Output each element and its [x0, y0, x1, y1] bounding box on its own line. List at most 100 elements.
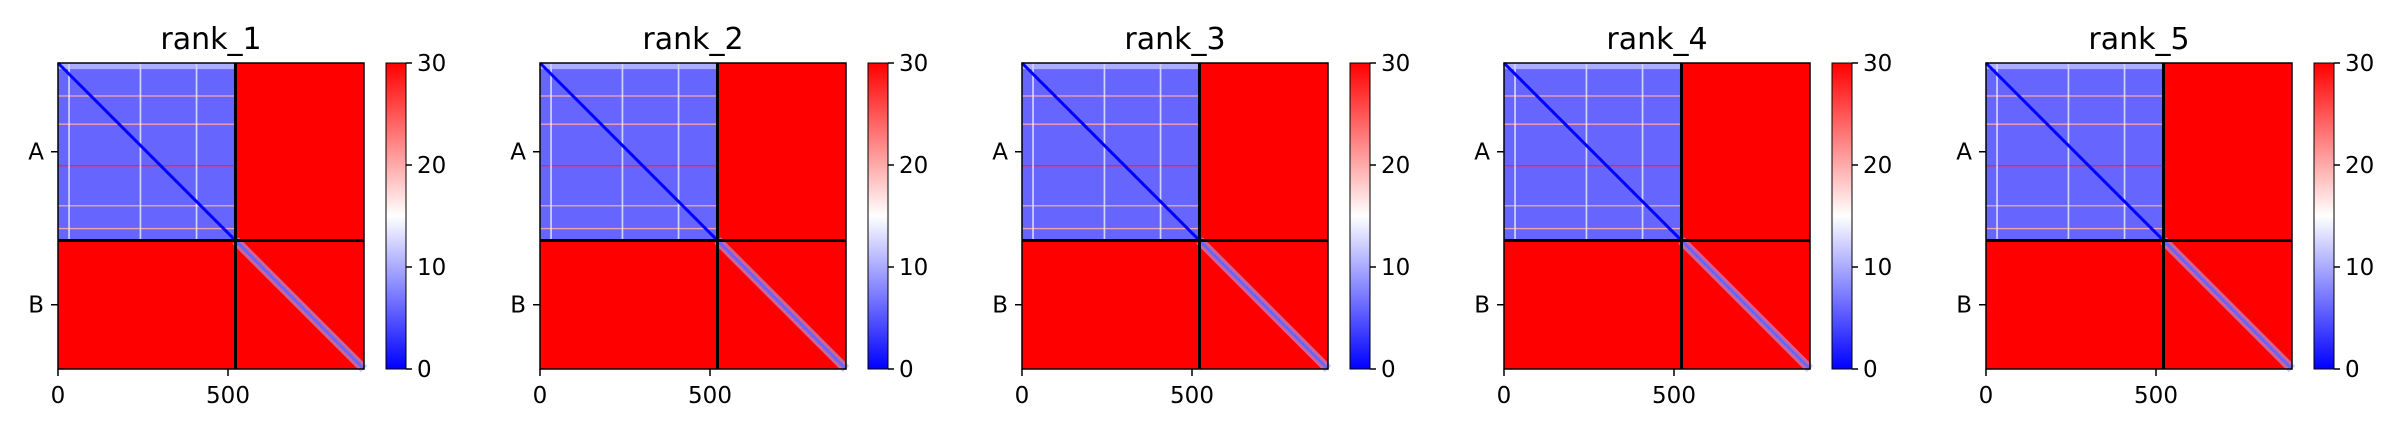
- panel-title: rank_3: [1124, 22, 1225, 57]
- heatmap-stripe: [58, 63, 236, 70]
- colorbar-tick-label: 10: [2345, 255, 2374, 281]
- y-tick-label: B: [1956, 293, 1972, 319]
- colorbar: [1350, 63, 1370, 369]
- heatmap-stripe: [58, 95, 236, 97]
- heatmap-stripe: [139, 63, 142, 241]
- heatmap-stripe: [58, 205, 236, 207]
- colorbar-tick-label: 30: [417, 51, 446, 77]
- colorbar-tick-label: 20: [417, 153, 446, 179]
- heatmap-stripe: [1514, 63, 1516, 241]
- panels: rank_1 0 500 A B 0 10 20 30 rank_2 0 500 A B 0 10 20 30 ra…: [28, 22, 2374, 409]
- colorbar: [386, 63, 406, 369]
- heatmap-stripe: [540, 227, 718, 230]
- heatmap-diagonal-band: [1678, 237, 1814, 373]
- colorbar-frame: [1349, 62, 1371, 370]
- heatmap-stripe: [1504, 63, 1682, 70]
- panel-4: rank_4 0 500 A B 0 10 20 30: [1474, 22, 1892, 409]
- y-tick-label: B: [28, 293, 44, 319]
- y-tick-label: B: [510, 293, 526, 319]
- colorbar-tick-label: 20: [1863, 153, 1892, 179]
- heatmap-diagonal-band: [2160, 237, 2296, 373]
- heatmap-stripe: [1022, 95, 1200, 97]
- colorbar-tick-label: 20: [2345, 153, 2374, 179]
- heatmap-stripe: [1986, 227, 2164, 230]
- panel-title: rank_5: [2088, 22, 2189, 57]
- colorbar-tick-label: 30: [1381, 51, 1410, 77]
- heatmap-stripe: [58, 227, 236, 230]
- heatmap-stripe: [540, 95, 718, 97]
- colorbar: [868, 63, 888, 369]
- colorbar-tick-label: 20: [899, 153, 928, 179]
- colorbar-tick-label: 0: [1863, 357, 1878, 383]
- panel-title: rank_2: [642, 22, 743, 57]
- colorbar-tick-label: 10: [1381, 255, 1410, 281]
- x-tick-label: 0: [1015, 383, 1030, 409]
- heatmap-stripe: [1986, 205, 2164, 207]
- heatmap-stripe: [1585, 63, 1588, 241]
- heatmap-stripe: [1986, 123, 2164, 125]
- heatmap-stripe: [1022, 227, 1200, 230]
- heatmap-stripe: [540, 123, 718, 125]
- heatmap-stripe: [1103, 63, 1106, 241]
- x-tick-label: 0: [533, 383, 548, 409]
- heatmap-stripe: [540, 63, 718, 70]
- colorbar: [2314, 63, 2334, 369]
- y-tick-label: A: [1956, 140, 1972, 166]
- axes-frame: [57, 62, 365, 370]
- heatmap-stripe: [1022, 123, 1200, 125]
- x-tick-label: 500: [2134, 383, 2178, 409]
- colorbar-tick-label: 10: [899, 255, 928, 281]
- heatmap-stripe: [1504, 205, 1682, 207]
- axes-frame: [539, 62, 847, 370]
- heatmap-stripe: [1996, 63, 1998, 241]
- y-tick-label: B: [1474, 293, 1490, 319]
- colorbar-tick-label: 0: [899, 357, 914, 383]
- x-tick-label: 500: [206, 383, 250, 409]
- colorbar-tick-label: 20: [1381, 153, 1410, 179]
- heatmap-stripe: [1159, 63, 1162, 241]
- colorbar: [1832, 63, 1852, 369]
- y-tick-label: A: [28, 140, 44, 166]
- heatmap-stripe: [1022, 63, 1200, 70]
- x-tick-label: 500: [1170, 383, 1214, 409]
- heatmap-stripe: [195, 63, 198, 241]
- heatmap-stripe: [68, 63, 70, 241]
- x-tick-label: 0: [51, 383, 66, 409]
- heatmap-stripe: [540, 165, 718, 167]
- heatmap-stripe: [2123, 63, 2126, 241]
- heatmap-stripe: [1986, 63, 2164, 70]
- heatmap-stripe: [1986, 165, 2164, 167]
- panel-title: rank_1: [160, 22, 261, 57]
- x-tick-label: 500: [1652, 383, 1696, 409]
- heatmap-stripe: [1022, 205, 1200, 207]
- heatmap-stripe: [1504, 95, 1682, 97]
- colorbar-tick-label: 30: [2345, 51, 2374, 77]
- y-tick-label: A: [992, 140, 1008, 166]
- y-tick-label: A: [1474, 140, 1490, 166]
- heatmap-stripe: [58, 165, 236, 167]
- heatmap-stripe: [58, 123, 236, 125]
- heatmap-stripe: [550, 63, 552, 241]
- heatmap-stripe: [621, 63, 624, 241]
- panel-5: rank_5 0 500 A B 0 10 20 30: [1956, 22, 2374, 409]
- colorbar-frame: [2313, 62, 2335, 370]
- colorbar-tick-label: 30: [899, 51, 928, 77]
- heatmap-stripe: [1504, 123, 1682, 125]
- colorbar-frame: [867, 62, 889, 370]
- colorbar-tick-label: 30: [1863, 51, 1892, 77]
- panel-3: rank_3 0 500 A B 0 10 20 30: [992, 22, 1410, 409]
- colorbar-tick-label: 0: [1381, 357, 1396, 383]
- heatmap-stripe: [1504, 227, 1682, 230]
- heatmap-stripe: [677, 63, 680, 241]
- heatmap-stripe: [540, 205, 718, 207]
- panel-title: rank_4: [1606, 22, 1707, 57]
- heatmap-stripe: [1022, 165, 1200, 167]
- axes-frame: [1021, 62, 1329, 370]
- colorbar-tick-label: 0: [417, 357, 432, 383]
- heatmap-stripe: [1032, 63, 1034, 241]
- y-tick-label: A: [510, 140, 526, 166]
- x-tick-label: 0: [1497, 383, 1512, 409]
- colorbar-frame: [385, 62, 407, 370]
- colorbar-tick-label: 0: [2345, 357, 2360, 383]
